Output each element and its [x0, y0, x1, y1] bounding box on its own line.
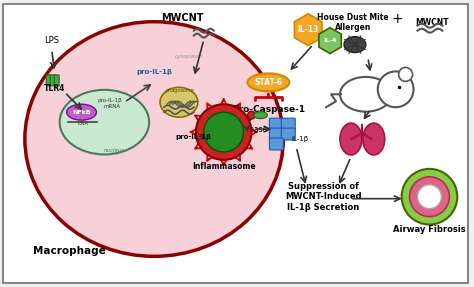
Text: House Dust Mite
Allergen: House Dust Mite Allergen	[317, 13, 389, 32]
FancyBboxPatch shape	[269, 138, 283, 150]
Text: Inflammasome: Inflammasome	[192, 162, 255, 171]
Text: IL-4: IL-4	[323, 38, 337, 43]
Ellipse shape	[60, 90, 149, 154]
Text: Caspase-1: Caspase-1	[236, 125, 275, 133]
FancyBboxPatch shape	[282, 128, 295, 140]
FancyBboxPatch shape	[50, 75, 55, 86]
Text: cytoplasm: cytoplasm	[175, 53, 203, 59]
Text: Pro-Caspase-1: Pro-Caspase-1	[232, 105, 305, 114]
Text: NFkB: NFkB	[72, 110, 91, 115]
Circle shape	[247, 111, 255, 119]
Circle shape	[196, 104, 252, 160]
FancyBboxPatch shape	[282, 118, 295, 130]
FancyBboxPatch shape	[269, 118, 283, 130]
Text: MWCNT: MWCNT	[416, 18, 449, 27]
Text: pro-IL-1β: pro-IL-1β	[97, 98, 122, 103]
Text: phagosome: phagosome	[164, 88, 193, 93]
Circle shape	[401, 169, 457, 224]
Text: pro-IL-1β: pro-IL-1β	[176, 134, 212, 140]
Circle shape	[410, 177, 449, 217]
Ellipse shape	[340, 77, 392, 112]
Circle shape	[399, 67, 412, 82]
Circle shape	[418, 185, 441, 209]
FancyBboxPatch shape	[54, 75, 59, 86]
Ellipse shape	[254, 112, 267, 119]
Circle shape	[204, 112, 244, 152]
Text: Suppression of
MWCNT-Induced
IL-1β Secretion: Suppression of MWCNT-Induced IL-1β Secre…	[285, 182, 361, 212]
Text: STAT-6: STAT-6	[255, 78, 283, 87]
Ellipse shape	[160, 87, 198, 117]
Text: IL-13: IL-13	[298, 25, 319, 34]
Ellipse shape	[340, 123, 362, 155]
FancyBboxPatch shape	[46, 75, 51, 86]
Ellipse shape	[344, 37, 366, 53]
Ellipse shape	[247, 73, 289, 91]
Text: Airway Fibrosis: Airway Fibrosis	[393, 225, 466, 234]
Polygon shape	[319, 28, 341, 54]
Text: mRNA: mRNA	[104, 104, 121, 109]
FancyBboxPatch shape	[3, 4, 468, 283]
Text: DNA: DNA	[77, 121, 88, 126]
Text: Macrophage: Macrophage	[33, 246, 106, 256]
Circle shape	[378, 71, 413, 107]
Text: IL-1β: IL-1β	[292, 136, 309, 142]
Polygon shape	[294, 14, 322, 46]
Ellipse shape	[363, 123, 385, 155]
FancyBboxPatch shape	[269, 128, 283, 140]
Text: +: +	[392, 12, 403, 26]
Text: MWCNT: MWCNT	[161, 13, 203, 23]
Text: pro-IL-1β: pro-IL-1β	[136, 69, 172, 75]
Text: TLR4: TLR4	[44, 84, 65, 93]
Ellipse shape	[25, 22, 283, 256]
Text: LPS: LPS	[44, 36, 59, 44]
Text: nucleus: nucleus	[104, 148, 125, 153]
Ellipse shape	[67, 104, 96, 120]
